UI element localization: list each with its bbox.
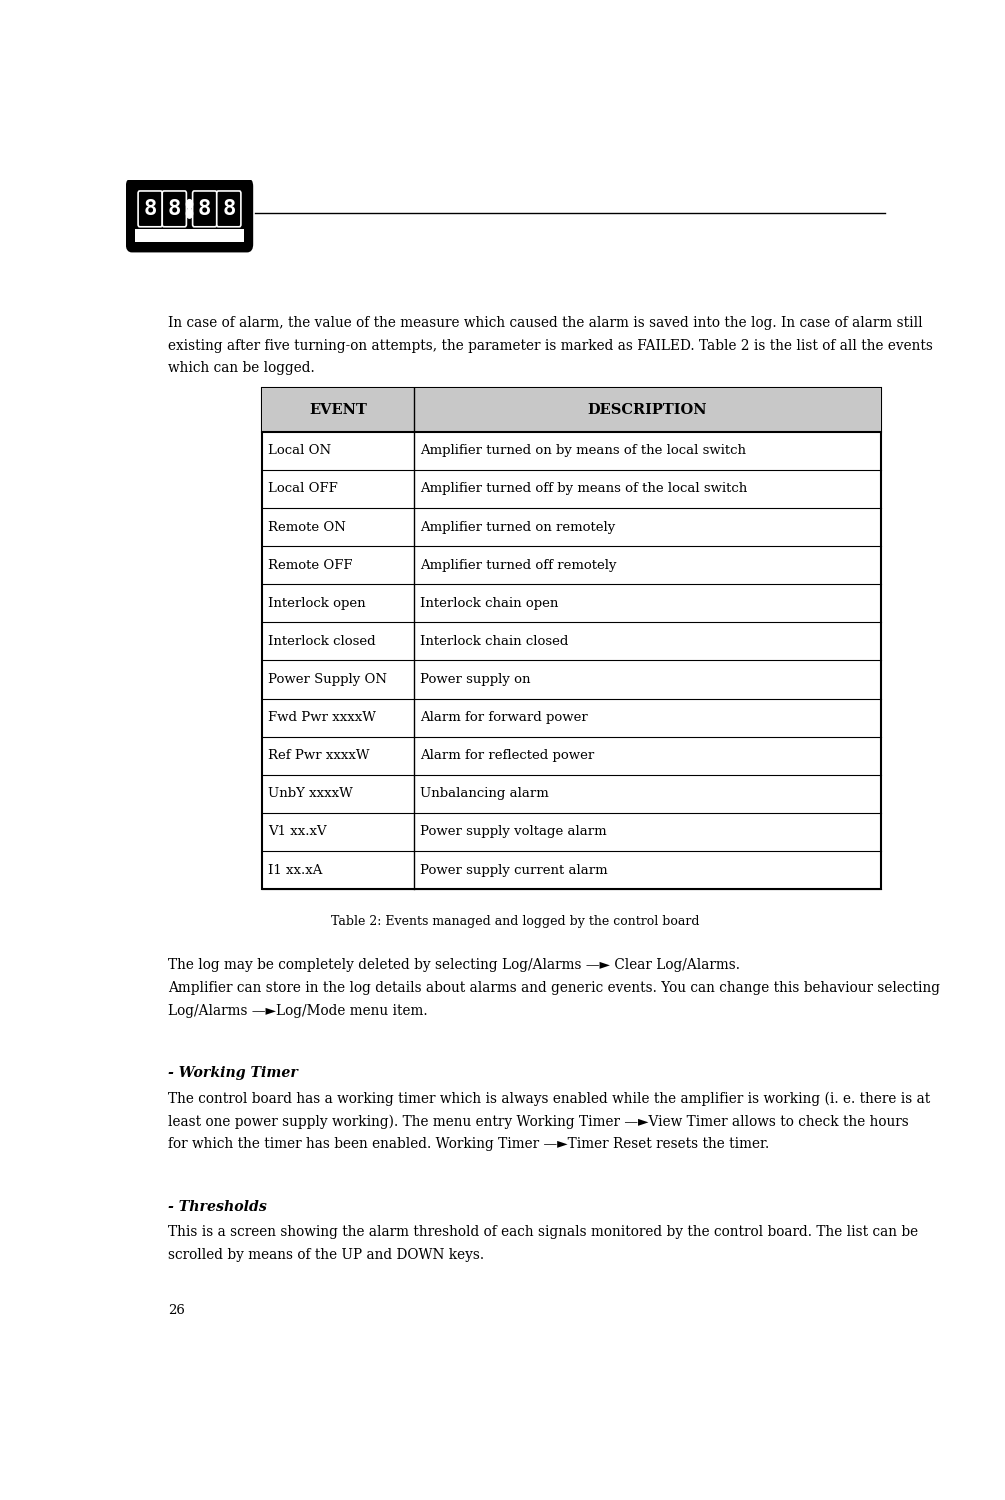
Text: EVENT: EVENT	[309, 404, 367, 417]
FancyBboxPatch shape	[162, 190, 186, 226]
Text: In case of alarm, the value of the measure which caused the alarm is saved into : In case of alarm, the value of the measu…	[169, 316, 923, 330]
Text: Power Supply ON: Power Supply ON	[268, 674, 387, 686]
Text: least one power supply working). The menu entry Working Timer —►View Timer allow: least one power supply working). The men…	[169, 1114, 910, 1130]
Text: DESCRIPTION: DESCRIPTION	[588, 404, 708, 417]
Text: 8: 8	[198, 200, 211, 219]
Text: Interlock chain open: Interlock chain open	[420, 597, 559, 610]
Bar	[135, 230, 244, 242]
Text: - Thresholds: - Thresholds	[169, 1200, 267, 1214]
Circle shape	[186, 209, 193, 218]
FancyBboxPatch shape	[138, 190, 162, 226]
Text: Alarm for forward power: Alarm for forward power	[420, 711, 588, 724]
Text: Interlock chain closed: Interlock chain closed	[420, 634, 569, 648]
Text: Amplifier turned on remotely: Amplifier turned on remotely	[420, 520, 615, 534]
Text: Fwd Pwr xxxxW: Fwd Pwr xxxxW	[268, 711, 376, 724]
Text: Amplifier turned on by means of the local switch: Amplifier turned on by means of the loca…	[420, 444, 746, 458]
Text: UnbY xxxxW: UnbY xxxxW	[268, 788, 353, 801]
Text: Ref Pwr xxxxW: Ref Pwr xxxxW	[268, 750, 370, 762]
Text: I1 xx.xA: I1 xx.xA	[268, 864, 323, 876]
FancyBboxPatch shape	[193, 190, 217, 226]
FancyBboxPatch shape	[128, 180, 252, 250]
Text: Power supply on: Power supply on	[420, 674, 531, 686]
Text: Remote ON: Remote ON	[268, 520, 346, 534]
Text: 8: 8	[144, 200, 157, 219]
Text: Interlock closed: Interlock closed	[268, 634, 376, 648]
Text: Alarm for reflected power: Alarm for reflected power	[420, 750, 594, 762]
Text: - Working Timer: - Working Timer	[169, 1066, 298, 1080]
Text: which can be logged.: which can be logged.	[169, 362, 316, 375]
Text: Remote OFF: Remote OFF	[268, 558, 353, 572]
Text: 26: 26	[169, 1304, 185, 1317]
Text: Amplifier turned off remotely: Amplifier turned off remotely	[420, 558, 616, 572]
Text: Power supply current alarm: Power supply current alarm	[420, 864, 608, 876]
Text: Interlock open: Interlock open	[268, 597, 366, 610]
Text: Unbalancing alarm: Unbalancing alarm	[420, 788, 549, 801]
Text: Power supply voltage alarm: Power supply voltage alarm	[420, 825, 607, 839]
FancyBboxPatch shape	[217, 190, 241, 226]
Text: 8: 8	[222, 200, 235, 219]
Text: Table 2: Events managed and logged by the control board: Table 2: Events managed and logged by th…	[331, 915, 699, 927]
Text: for which the timer has been enabled. Working Timer —►Timer Reset resets the tim: for which the timer has been enabled. Wo…	[169, 1137, 770, 1150]
Text: Log/Alarms —►Log/Mode menu item.: Log/Alarms —►Log/Mode menu item.	[169, 1004, 428, 1017]
Text: The control board has a working timer which is always enabled while the amplifie: The control board has a working timer wh…	[169, 1092, 931, 1107]
Text: scrolled by means of the UP and DOWN keys.: scrolled by means of the UP and DOWN key…	[169, 1248, 484, 1262]
Bar	[262, 388, 881, 890]
Text: Amplifier can store in the log details about alarms and generic events. You can : Amplifier can store in the log details a…	[169, 981, 941, 994]
Text: 8: 8	[168, 200, 181, 219]
Text: Local OFF: Local OFF	[268, 483, 338, 495]
Text: This is a screen showing the alarm threshold of each signals monitored by the co: This is a screen showing the alarm thres…	[169, 1226, 919, 1239]
Text: The log may be completely deleted by selecting Log/Alarms —► Clear Log/Alarms.: The log may be completely deleted by sel…	[169, 958, 741, 972]
Text: Amplifier turned off by means of the local switch: Amplifier turned off by means of the loc…	[420, 483, 748, 495]
Text: existing after five turning-on attempts, the parameter is marked as FAILED. Tabl: existing after five turning-on attempts,…	[169, 339, 934, 352]
Bar	[262, 388, 881, 432]
Circle shape	[186, 200, 193, 208]
Text: V1 xx.xV: V1 xx.xV	[268, 825, 327, 839]
Text: Local ON: Local ON	[268, 444, 332, 458]
